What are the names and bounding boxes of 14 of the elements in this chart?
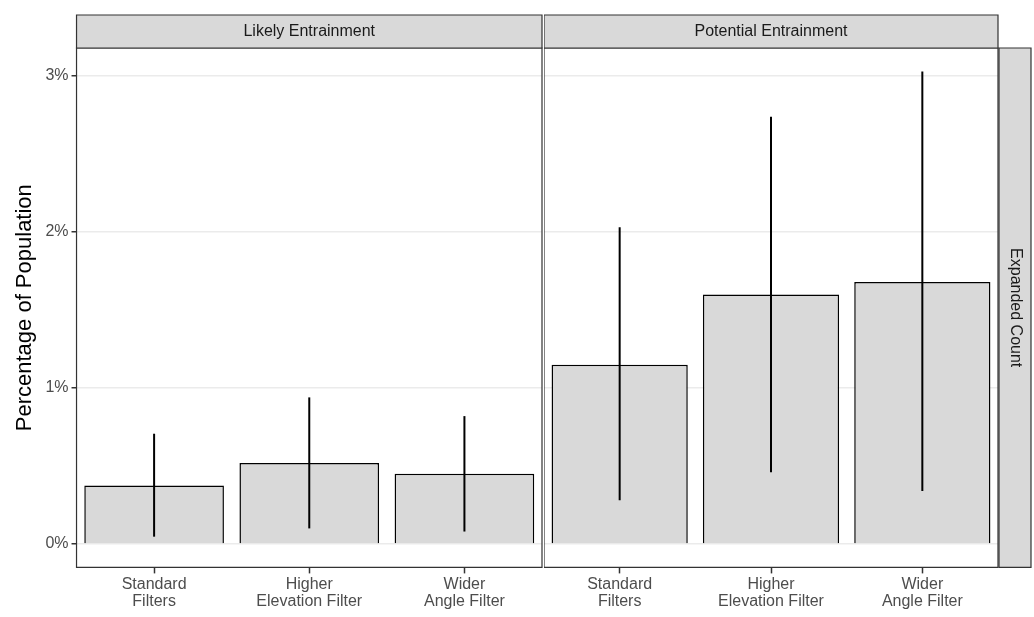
x-tick-label: Higher Elevation Filter (256, 575, 363, 610)
text: Expanded Count (1007, 248, 1025, 368)
y-tick-label: 1% (45, 378, 69, 396)
x-tick-label: Higher Elevation Filter (718, 575, 825, 610)
x-tick-label: Wider Angle Filter (423, 575, 506, 610)
chart-title: Potential Entrainment (694, 22, 849, 40)
x-tick-label: Wider Angle Filter (881, 575, 964, 610)
y-tick-label: 0% (45, 534, 69, 552)
y-tick-label: 3% (45, 66, 69, 84)
x-tick-label: Standard Filters (121, 575, 187, 610)
chart-title: Likely Entrainment (243, 22, 376, 40)
y-tick-label: 2% (45, 222, 69, 240)
x-tick-label: Standard Filters (587, 575, 653, 610)
y-axis-title: Percentage of Population (11, 184, 37, 432)
